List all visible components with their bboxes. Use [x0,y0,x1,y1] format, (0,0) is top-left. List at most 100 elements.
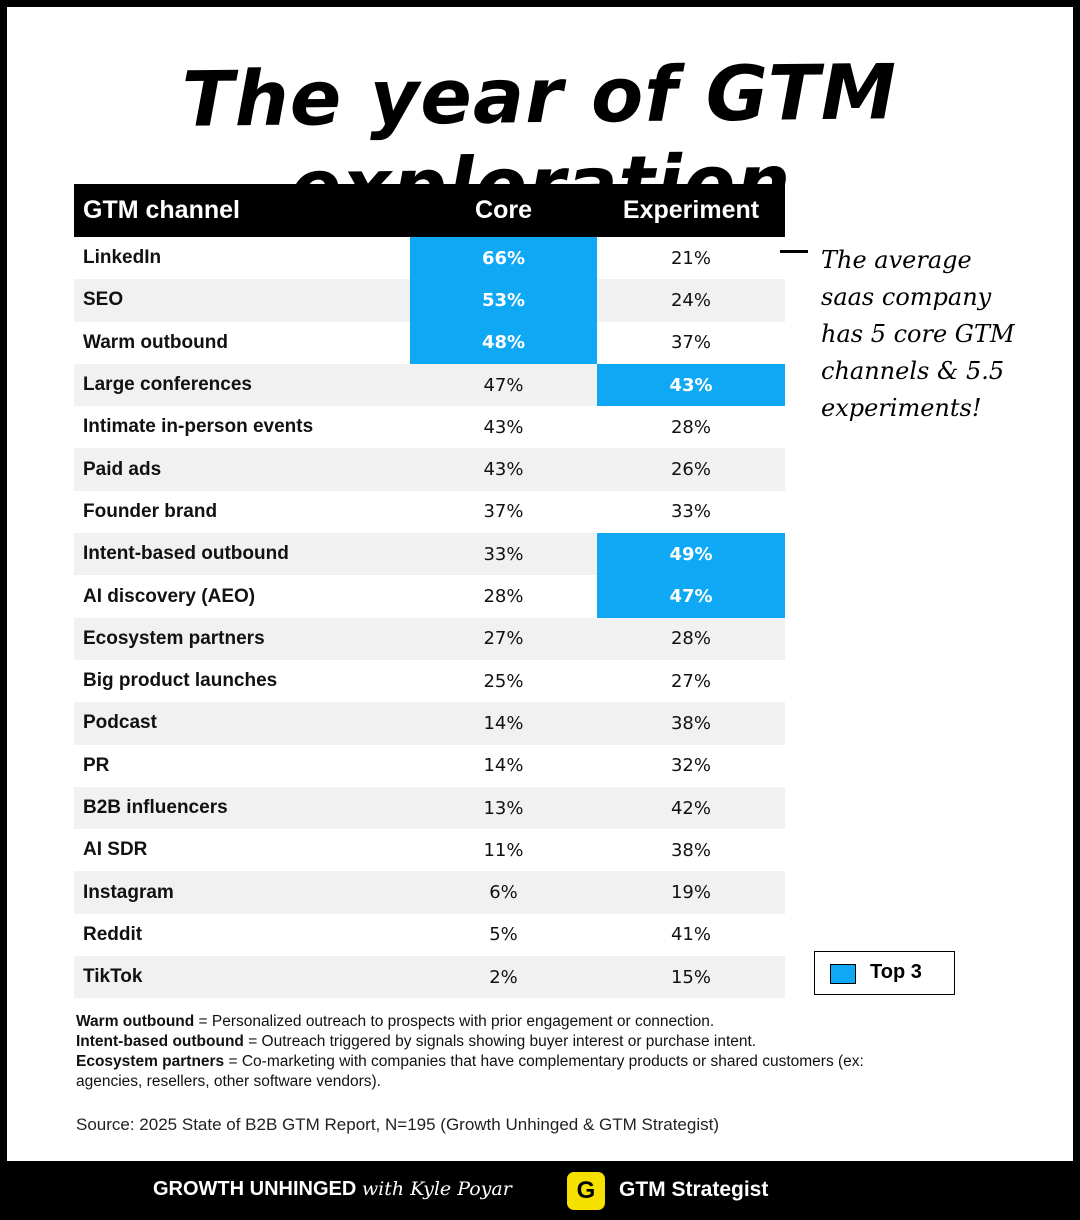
infographic-card: The year of GTM exploration GTM channel … [7,7,1073,1161]
annotation-dash [780,250,808,253]
channel-cell: Podcast [74,702,410,745]
legend: Top 3 [814,951,955,995]
channel-cell: AI SDR [83,839,148,861]
experiment-cell: 28% [597,617,785,660]
annotation-line: has 5 core GTM [821,320,1015,348]
definition-text: = Outreach triggered by signals showing … [243,1033,757,1050]
annotation-note: The average saas company has 5 core GTM cha… [821,242,1061,427]
channel-cell: Founder brand [83,500,218,522]
channel-cell: PR [83,754,110,776]
definition-text: = Personalized outreach to prospects wit… [194,1013,715,1030]
definition-term: Warm outbound [76,1013,195,1030]
table-row: AI discovery (AEO) 28% 47% [74,575,785,618]
core-cell: 14% [483,755,524,777]
experiment-cell: 32% [670,755,711,777]
footer-bar [0,1161,1080,1220]
experiment-cell: 15% [597,956,785,999]
core-cell: 28% [483,586,524,608]
core-cell: 43% [483,416,524,438]
table-row: AI SDR 11% 38% [74,829,785,871]
source-note: Source: 2025 State of B2B GTM Report, N=… [76,1115,719,1134]
table-row: Big product launches 25% 27% [74,660,785,702]
annotation-line: channels & 5.5 [821,357,1005,385]
core-cell: 5% [489,924,518,946]
experiment-cell: 47% [597,575,785,618]
definition-term: Ecosystem partners [76,1053,225,1070]
table-row: Intimate in-person events 43% 28% [74,406,785,448]
experiment-cell: 21% [670,247,711,269]
table-body: LinkedIn 66% 21% SEO 53% 24% Warm outbound 48% 3… [74,237,785,999]
core-cell: 66% [410,237,597,280]
annotation-line: The average [821,246,972,274]
table-row: Ecosystem partners 27% 28% [74,617,785,660]
table-row: Intent-based outbound 33% 49% [74,533,785,576]
gtm-strategist-brand: GTM Strategist [619,1178,769,1201]
table-row: SEO 53% 24% [74,279,785,322]
table-row: Paid ads 43% 26% [74,448,785,491]
experiment-cell: 41% [670,924,711,946]
definition-term: Intent-based outbound [76,1033,244,1050]
core-cell: 48% [410,321,597,364]
core-cell: 6% [410,871,597,914]
channel-cell: Intent-based outbound [74,533,410,576]
channel-cell: Reddit [83,923,143,945]
growth-unhinged-brand: GROWTH UNHINGED with Kyle Poyar [153,1178,512,1201]
experiment-cell: 42% [597,786,785,830]
experiment-cell: 38% [670,839,711,861]
channel-cell: Instagram [74,871,410,914]
experiment-cell: 19% [597,871,785,914]
experiment-cell: 26% [597,448,785,491]
channel-cell: Big product launches [83,670,278,692]
core-cell: 37% [483,501,524,523]
experiment-cell: 24% [597,279,785,322]
annotation-line: saas company [821,283,992,311]
channel-cell: Large conferences [74,363,410,407]
definitions: Warm outbound = Personalized outreach to… [76,1012,896,1092]
table-row: TikTok 2% 15% [74,956,785,999]
channel-cell: SEO [74,279,410,322]
table-row: LinkedIn 66% 21% [74,237,785,280]
header-channel: GTM channel [74,184,410,237]
header-experiment: Experiment [597,184,785,237]
core-cell: 33% [410,533,597,576]
logo-letter: G [576,1177,596,1204]
definition-text: = Co-marketing with companies that have … [76,1053,864,1090]
core-cell: 13% [410,786,597,830]
gtm-strategist-logo-icon: G [567,1172,605,1210]
channel-cell: LinkedIn [83,247,162,269]
channel-cell: Intimate in-person events [83,416,314,438]
table-header-row: GTM channel Core Experiment [74,184,785,237]
channel-cell: Warm outbound [83,331,228,353]
table-row: Large conferences 47% 43% [74,363,785,407]
core-cell: 47% [410,363,597,407]
annotation-line: experiments! [821,394,982,422]
table-row: Podcast 14% 38% [74,702,785,745]
table-row: Founder brand 37% 33% [74,491,785,533]
definition-item: Ecosystem partners = Co-marketing with c… [76,1052,896,1092]
experiment-cell: 37% [670,332,711,354]
gtm-channel-table: GTM channel Core Experiment LinkedIn 66% 2… [74,184,785,999]
experiment-cell: 28% [670,416,711,438]
table-row: Reddit 5% 41% [74,914,785,956]
channel-cell: TikTok [74,956,410,999]
legend-label: Top 3 [870,961,922,983]
core-cell: 53% [410,279,597,322]
experiment-cell: 27% [670,670,711,692]
definition-item: Warm outbound = Personalized outreach to… [76,1012,896,1032]
header-core: Core [410,184,597,237]
experiment-cell: 38% [597,702,785,745]
core-cell: 27% [410,617,597,660]
table-row: Warm outbound 48% 37% [74,321,785,364]
brand1-with: with Kyle Poyar [361,1178,512,1200]
core-cell: 25% [483,670,524,692]
experiment-cell: 33% [670,501,711,523]
legend-swatch [830,964,856,984]
table-row: PR 14% 32% [74,745,785,787]
channel-cell: Paid ads [74,448,410,491]
core-cell: 11% [483,839,524,861]
core-cell: 43% [410,448,597,491]
core-cell: 14% [410,702,597,745]
table-row: B2B influencers 13% 42% [74,786,785,830]
table-row: Instagram 6% 19% [74,871,785,914]
definition-item: Intent-based outbound = Outreach trigger… [76,1032,896,1052]
